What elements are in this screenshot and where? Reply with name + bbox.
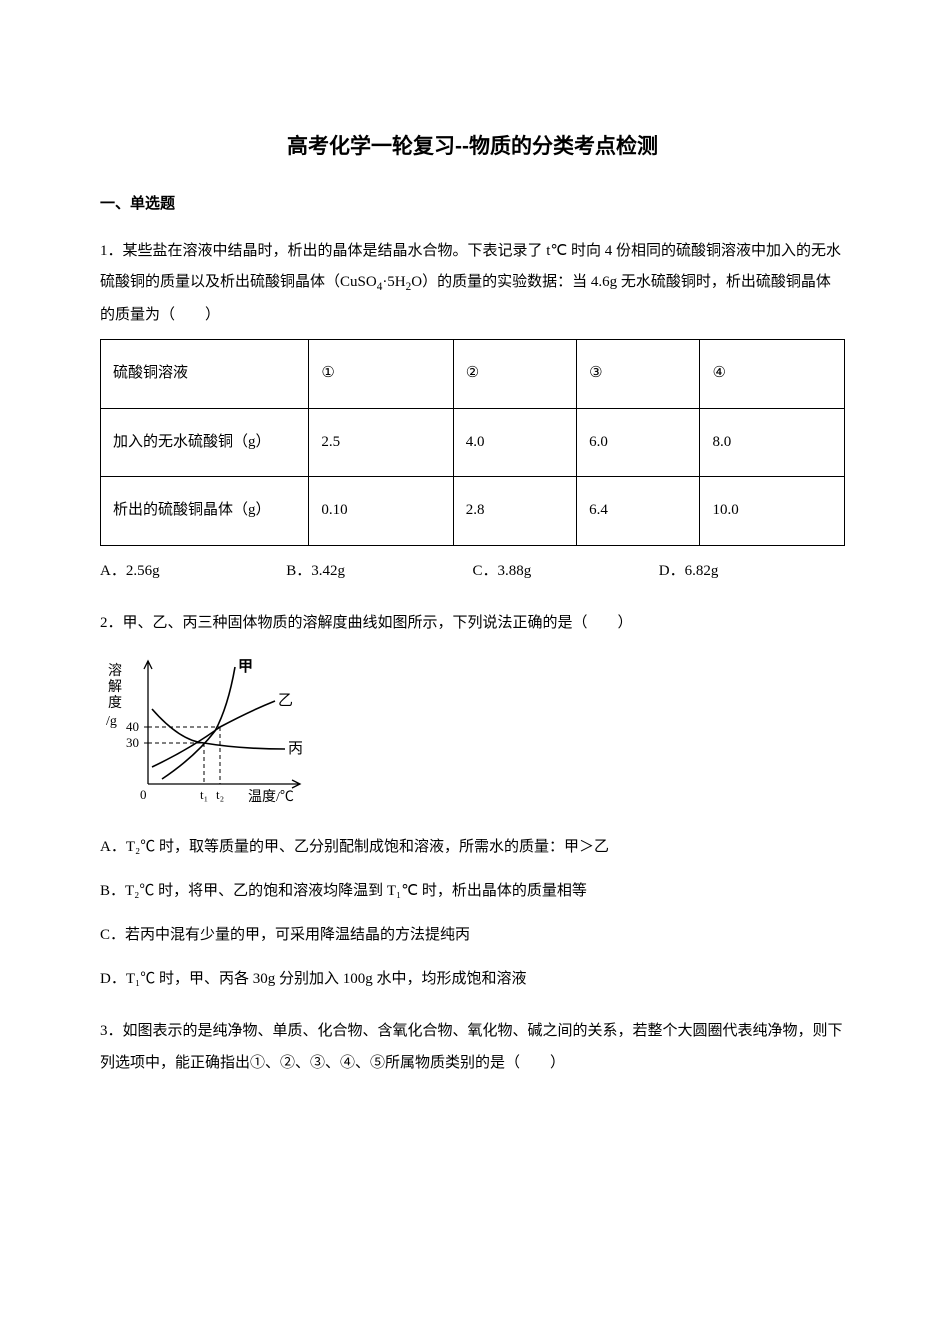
- ytick-40: 40: [126, 719, 139, 734]
- origin-label: 0: [140, 787, 147, 802]
- q2-option-c: C．若丙中混有少量的甲，可采用降温结晶的方法提纯丙: [100, 920, 845, 950]
- cell-label: 硫酸铜溶液: [101, 340, 309, 409]
- cell: 6.4: [577, 477, 700, 546]
- ylabel-2: 解: [108, 679, 122, 695]
- table-row: 硫酸铜溶液 ① ② ③ ④: [101, 340, 845, 409]
- q1-option-c: C．3.88g: [473, 556, 659, 586]
- q1-table: 硫酸铜溶液 ① ② ③ ④ 加入的无水硫酸铜（g） 2.5 4.0 6.0 8.…: [100, 339, 845, 546]
- q1-text: 1．某些盐在溶液中结晶时，析出的晶体是结晶水合物。下表记录了 t℃ 时向 4 份…: [100, 236, 845, 332]
- cell-label: 加入的无水硫酸铜（g）: [101, 408, 309, 477]
- cell: 0.10: [309, 477, 453, 546]
- question-1: 1．某些盐在溶液中结晶时，析出的晶体是结晶水合物。下表记录了 t℃ 时向 4 份…: [100, 236, 845, 586]
- q1-text-b: ·5H: [382, 274, 405, 290]
- question-3: 3．如图表示的是纯净物、单质、化合物、含氧化合物、氧化物、碱之间的关系，若整个大…: [100, 1016, 845, 1079]
- label-jia: 甲: [238, 658, 253, 675]
- solubility-chart: 40 30 0 t₁ t₂ 溶 解 度 /g 温度/℃: [100, 649, 330, 814]
- q2-option-b: B．T₂℃ 时，将甲、乙的饱和溶液均降温到 T₁℃ 时，析出晶体的质量相等: [100, 876, 845, 906]
- q1-option-a: A．2.56g: [100, 556, 286, 586]
- section-header-1: 一、单选题: [100, 192, 845, 216]
- q2-num: 2．: [100, 615, 123, 631]
- q3-num: 3．: [100, 1023, 123, 1039]
- q1-options: A．2.56g B．3.42g C．3.88g D．6.82g: [100, 556, 845, 586]
- page-title: 高考化学一轮复习--物质的分类考点检测: [100, 130, 845, 164]
- xlabel: 温度/℃: [248, 789, 294, 805]
- cell: 4.0: [453, 408, 576, 477]
- cell: 6.0: [577, 408, 700, 477]
- ytick-30: 30: [126, 735, 139, 750]
- question-2: 2．甲、乙、丙三种固体物质的溶解度曲线如图所示，下列说法正确的是（ ） 40 3…: [100, 608, 845, 995]
- cell: 2.5: [309, 408, 453, 477]
- q2-option-d: D．T₁℃ 时，甲、丙各 30g 分别加入 100g 水中，均形成饱和溶液: [100, 964, 845, 994]
- cell-label: 析出的硫酸铜晶体（g）: [101, 477, 309, 546]
- cell: ②: [453, 340, 576, 409]
- table-row: 加入的无水硫酸铜（g） 2.5 4.0 6.0 8.0: [101, 408, 845, 477]
- q1-option-b: B．3.42g: [286, 556, 472, 586]
- q2-text-body: 甲、乙、丙三种固体物质的溶解度曲线如图所示，下列说法正确的是（ ）: [123, 615, 633, 631]
- q2-text: 2．甲、乙、丙三种固体物质的溶解度曲线如图所示，下列说法正确的是（ ）: [100, 608, 845, 640]
- q3-text: 3．如图表示的是纯净物、单质、化合物、含氧化合物、氧化物、碱之间的关系，若整个大…: [100, 1016, 845, 1079]
- cell: 10.0: [700, 477, 845, 546]
- cell: 8.0: [700, 408, 845, 477]
- q3-text-body: 如图表示的是纯净物、单质、化合物、含氧化合物、氧化物、碱之间的关系，若整个大圆圈…: [100, 1023, 843, 1071]
- xtick-t2: t₂: [216, 787, 224, 802]
- curve-jia: [162, 667, 235, 779]
- table-row: 析出的硫酸铜晶体（g） 0.10 2.8 6.4 10.0: [101, 477, 845, 546]
- q1-option-d: D．6.82g: [659, 556, 845, 586]
- xtick-t1: t₁: [200, 787, 208, 802]
- q1-num: 1．: [100, 243, 123, 259]
- ylabel-unit: /g: [106, 714, 117, 729]
- ylabel-1: 溶: [108, 663, 122, 679]
- cell: ①: [309, 340, 453, 409]
- cell: 2.8: [453, 477, 576, 546]
- q2-chart: 40 30 0 t₁ t₂ 溶 解 度 /g 温度/℃: [100, 649, 845, 814]
- label-yi: 乙: [278, 693, 293, 709]
- q2-option-a: A．T₂℃ 时，取等质量的甲、乙分别配制成饱和溶液，所需水的质量：甲＞乙: [100, 832, 845, 862]
- ylabel-3: 度: [108, 695, 122, 711]
- cell: ③: [577, 340, 700, 409]
- cell: ④: [700, 340, 845, 409]
- label-bing: 丙: [288, 741, 303, 757]
